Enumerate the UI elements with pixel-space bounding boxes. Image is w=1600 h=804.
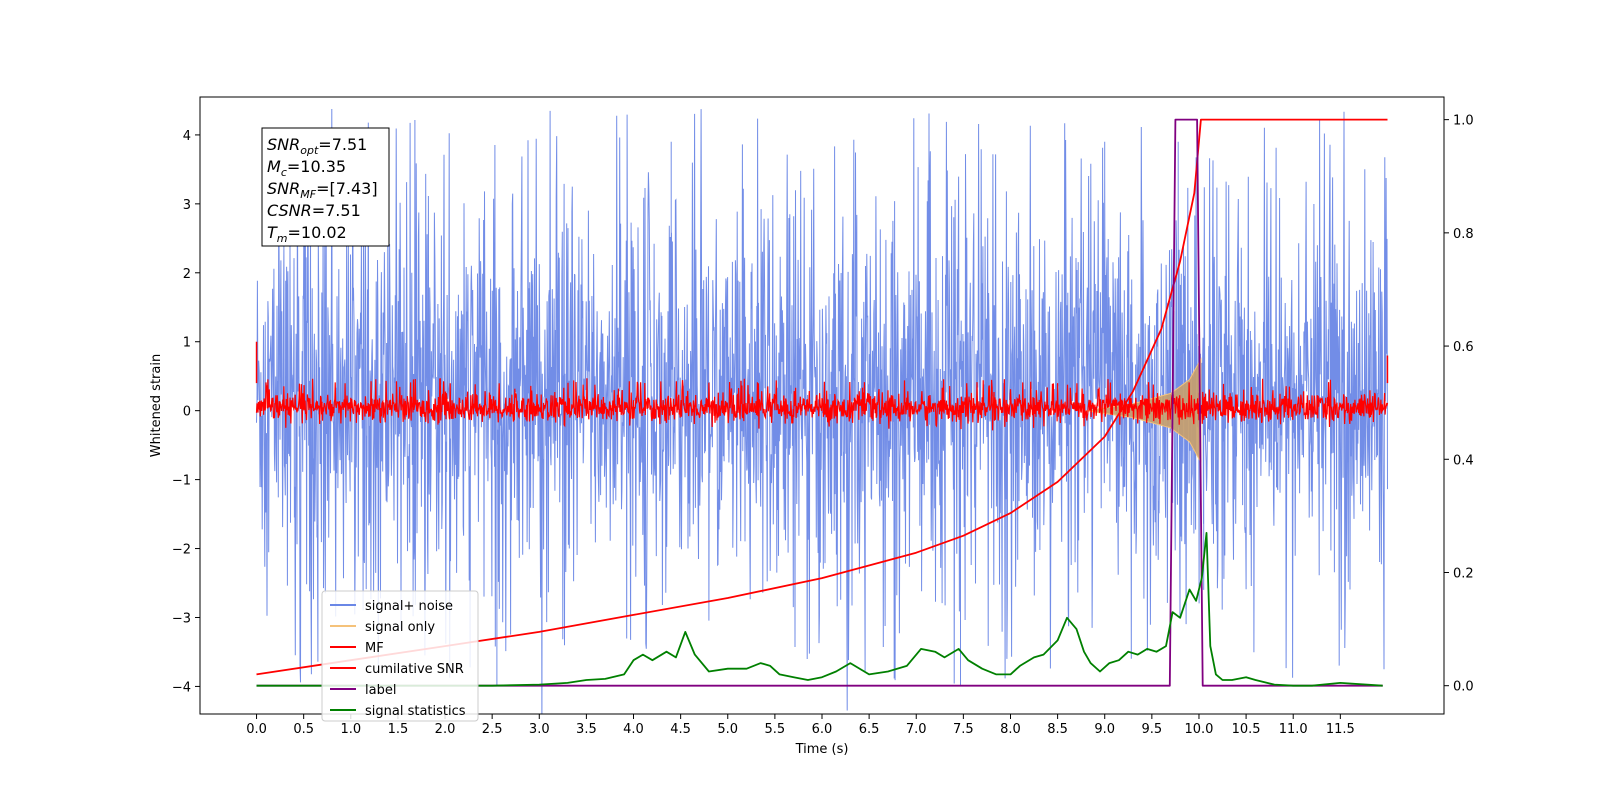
x-tick-label: 8.5 (1047, 722, 1068, 737)
y-right-tick-label: 0.0 (1453, 680, 1474, 695)
x-axis-label: Time (s) (795, 742, 849, 757)
x-tick-label: 2.0 (435, 722, 456, 737)
label-line (256, 118, 1383, 687)
x-tick-label: 0.0 (246, 722, 267, 737)
legend-label: signal only (365, 620, 435, 635)
x-tick-label: 10.0 (1184, 722, 1213, 737)
y-axis-label: Whitened strain (149, 354, 164, 457)
y-left-tick-label: −1 (172, 474, 191, 489)
x-tick-label: 0.5 (293, 722, 314, 737)
x-tick-label: 5.0 (717, 722, 738, 737)
y-left-tick-label: −3 (172, 611, 191, 626)
x-tick-label: 3.5 (576, 722, 597, 737)
y-right-tick-label: 0.2 (1453, 566, 1474, 581)
annotation-line: CSNR=7.51 (267, 201, 361, 220)
legend: signal+ noise signal only MF cumilative SNR… (321, 590, 479, 722)
x-tick-label: 8.0 (1000, 722, 1021, 737)
y-left-tick-label: 1 (183, 336, 191, 351)
x-tick-label: 5.5 (765, 722, 786, 737)
x-tick-label: 4.0 (623, 722, 644, 737)
y-right-tick-label: 0.8 (1453, 227, 1474, 242)
y-left-tick-label: −4 (172, 680, 191, 695)
annotation-box: SNRopt=7.51Mc=10.35SNRMF=[7.43]CSNR=7.51… (261, 127, 390, 247)
x-tick-label: 7.5 (953, 722, 974, 737)
y-right-tick-label: 0.4 (1453, 453, 1474, 468)
annotation-line: SNRopt=7.51 (267, 135, 367, 157)
x-tick-label: 9.5 (1142, 722, 1163, 737)
y-left-tick-label: 3 (183, 198, 191, 213)
annotation-line: SNRMF=[7.43] (267, 179, 378, 201)
legend-label: label (365, 683, 396, 698)
x-tick-label: 7.0 (906, 722, 927, 737)
signal-statistics-line (256, 532, 1383, 687)
plot-area (255, 108, 1389, 714)
y-left-tick-label: 4 (183, 129, 191, 144)
x-tick-label: 1.0 (340, 722, 361, 737)
legend-label: MF (365, 641, 384, 656)
annotation-line: Tm=10.02 (267, 223, 347, 245)
x-tick-label: 6.0 (812, 722, 833, 737)
mf-line (255, 378, 1389, 431)
legend-label: signal statistics (365, 704, 466, 719)
x-tick-label: 4.5 (670, 722, 691, 737)
y-right-tick-label: 1.0 (1453, 114, 1474, 129)
x-tick-label: 9.0 (1094, 722, 1115, 737)
x-tick-label: 2.5 (482, 722, 503, 737)
legend-label: cumilative SNR (365, 662, 464, 677)
y-left-tick-label: 0 (183, 405, 191, 420)
x-tick-label: 3.0 (529, 722, 550, 737)
y-left-tick-label: 2 (183, 267, 191, 282)
x-tick-label: 11.0 (1279, 722, 1308, 737)
x-tick-label: 11.5 (1326, 722, 1355, 737)
legend-frame (321, 590, 479, 722)
signal-noise-line (256, 108, 1388, 714)
x-tick-label: 6.5 (859, 722, 880, 737)
legend-label: signal+ noise (365, 599, 453, 614)
y-left-tick-label: −2 (172, 543, 191, 558)
annotation-line: Mc=10.35 (267, 157, 346, 179)
y-right-tick-label: 0.6 (1453, 340, 1474, 355)
x-tick-label: 10.5 (1232, 722, 1261, 737)
x-tick-label: 1.5 (388, 722, 409, 737)
annotation-frame (261, 127, 390, 247)
cumulative-snr-line (256, 118, 1388, 676)
